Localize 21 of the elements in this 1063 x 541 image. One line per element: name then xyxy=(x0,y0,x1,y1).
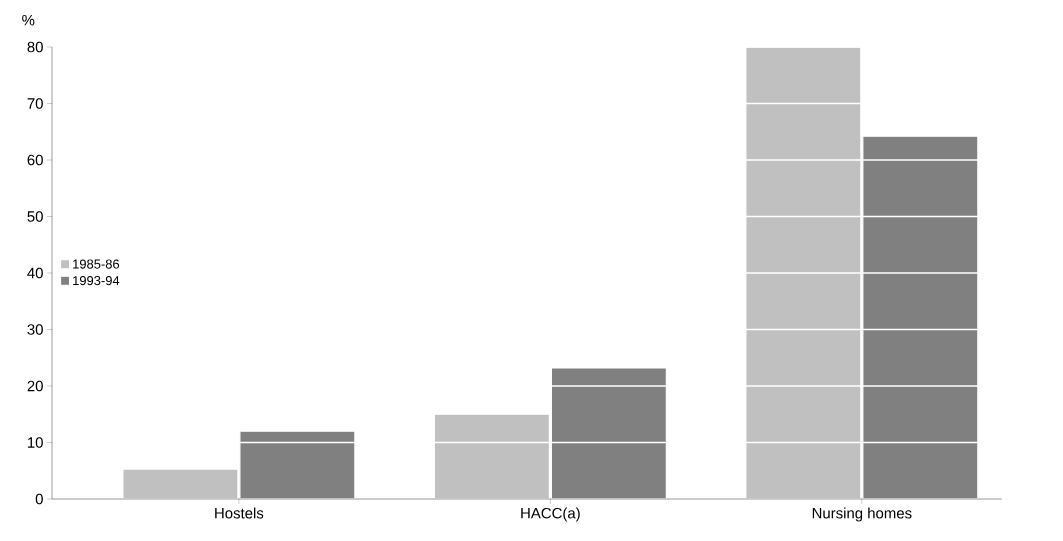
y-tick-label: 60 xyxy=(27,154,43,166)
legend-label: 1993-94 xyxy=(73,275,120,286)
y-tick-label: 40 xyxy=(27,267,43,279)
bar xyxy=(239,430,356,499)
y-tick-label: 10 xyxy=(28,437,43,448)
x-tick-label: HACC(a) xyxy=(521,507,580,522)
x-tick-label: Hostels xyxy=(215,507,264,519)
y-axis-title: % xyxy=(22,14,35,26)
bar xyxy=(862,135,979,499)
y-tick-label: 30 xyxy=(27,324,43,335)
bar xyxy=(745,47,862,499)
bar xyxy=(122,468,239,499)
y-tick-label: 70 xyxy=(27,98,43,109)
bar xyxy=(550,367,667,499)
y-tick-label: 20 xyxy=(27,380,43,392)
y-tick-label: 80 xyxy=(27,41,43,53)
legend-label: 1985-86 xyxy=(73,259,120,269)
y-tick-label: 50 xyxy=(27,211,43,222)
x-tick-label: Nursing homes xyxy=(812,507,912,522)
bar xyxy=(433,413,550,499)
y-tick-label: 0 xyxy=(35,493,43,505)
